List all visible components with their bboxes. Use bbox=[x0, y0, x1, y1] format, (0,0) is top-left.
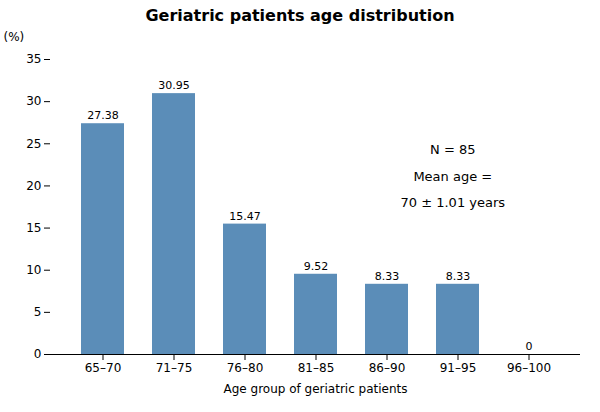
svg-text:25: 25 bbox=[26, 137, 41, 151]
svg-text:96–100: 96–100 bbox=[507, 361, 551, 375]
svg-text:65–70: 65–70 bbox=[85, 361, 122, 375]
svg-text:91–95: 91–95 bbox=[440, 361, 477, 375]
svg-text:9.52: 9.52 bbox=[304, 260, 329, 273]
svg-text:0: 0 bbox=[526, 340, 533, 353]
svg-text:Age group of geriatric patient: Age group of geriatric patients bbox=[223, 382, 407, 396]
svg-text:30.95: 30.95 bbox=[158, 79, 190, 92]
svg-text:81–85: 81–85 bbox=[298, 361, 335, 375]
svg-text:70 ± 1.01 years: 70 ± 1.01 years bbox=[401, 195, 506, 210]
svg-text:76–80: 76–80 bbox=[227, 361, 264, 375]
svg-text:20: 20 bbox=[26, 179, 41, 193]
svg-text:0: 0 bbox=[34, 347, 42, 361]
svg-text:30: 30 bbox=[26, 94, 41, 108]
svg-text:5: 5 bbox=[34, 305, 42, 319]
svg-text:15.47: 15.47 bbox=[229, 210, 261, 223]
svg-text:15: 15 bbox=[26, 221, 41, 235]
svg-text:10: 10 bbox=[26, 263, 41, 277]
svg-text:(%): (%) bbox=[4, 30, 25, 44]
html-text:Geriatric patients age distrib: Geriatric patients age distribution bbox=[145, 6, 455, 25]
svg-text:8.33: 8.33 bbox=[446, 270, 471, 283]
svg-text:35: 35 bbox=[26, 52, 41, 66]
svg-text:Mean age =: Mean age = bbox=[413, 169, 492, 184]
svg-text:27.38: 27.38 bbox=[87, 109, 119, 122]
svg-text:71–75: 71–75 bbox=[156, 361, 193, 375]
svg-text:N = 85: N = 85 bbox=[430, 142, 475, 157]
svg-text:86–90: 86–90 bbox=[369, 361, 406, 375]
svg-text:8.33: 8.33 bbox=[375, 270, 400, 283]
